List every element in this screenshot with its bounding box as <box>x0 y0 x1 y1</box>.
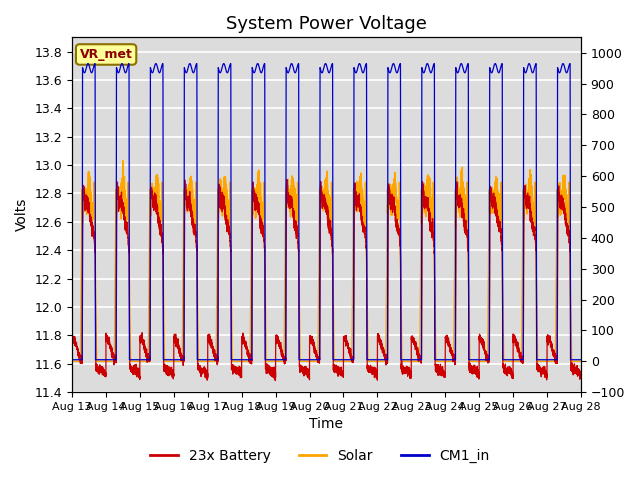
Legend: 23x Battery, Solar, CM1_in: 23x Battery, Solar, CM1_in <box>145 443 495 468</box>
Text: VR_met: VR_met <box>79 48 132 61</box>
Y-axis label: Volts: Volts <box>15 198 29 231</box>
X-axis label: Time: Time <box>310 418 344 432</box>
Title: System Power Voltage: System Power Voltage <box>226 15 427 33</box>
